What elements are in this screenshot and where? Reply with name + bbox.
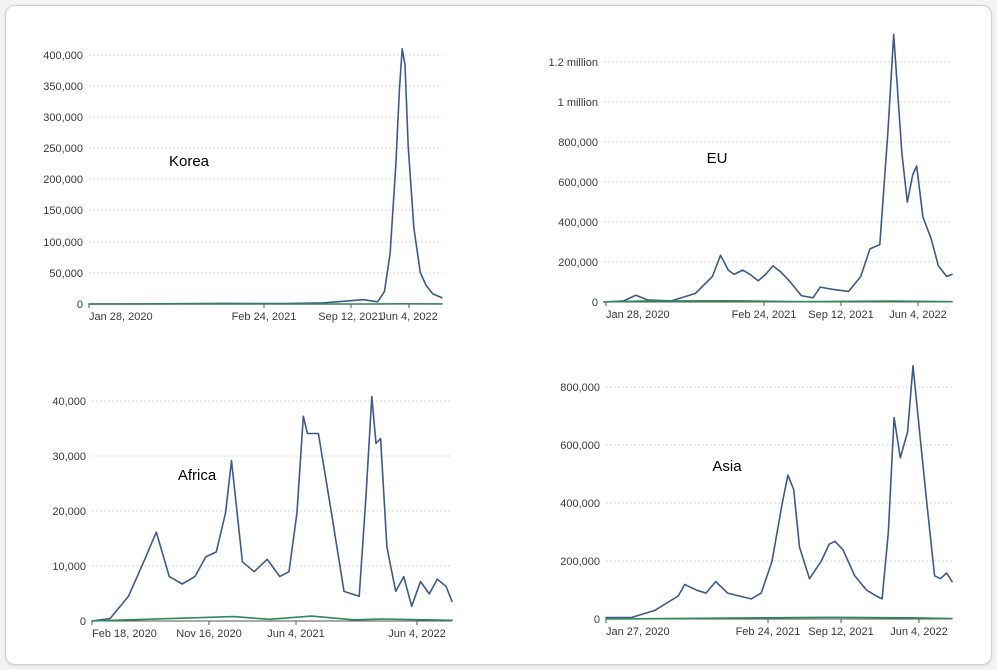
africa-y-tick-label: 10,000: [52, 561, 86, 573]
asia-x-tick-label: Feb 24, 2021: [736, 626, 801, 638]
africa-y-tick-label: 20,000: [52, 506, 86, 518]
eu-region-label: EU: [707, 150, 728, 167]
korea-x-tick-label: Jun 4, 2022: [380, 311, 438, 323]
africa-deaths-line: [91, 615, 453, 622]
eu-x-tick-label: Jun 4, 2022: [889, 309, 947, 321]
korea-region-label: Korea: [169, 153, 210, 170]
korea-y-tick-label: 150,000: [43, 205, 83, 217]
korea-y-tick-label: 0: [77, 299, 83, 311]
asia-x-tick-label: Jun 4, 2022: [890, 626, 948, 638]
asia-deaths-line: [605, 616, 953, 620]
eu-deaths-line: [603, 299, 953, 303]
africa-x-tick-label: Jun 4, 2021: [267, 628, 325, 640]
charts-canvas: 0 50,000 100,000 150,000 200,000 250,000 300,0…: [43, 33, 953, 640]
asia-y-tick-label: 0: [594, 614, 600, 626]
eu-y-tick-label: 800,000: [558, 137, 598, 149]
africa-x-tick-label: Nov 16, 2020: [176, 628, 241, 640]
korea-cases-line: [88, 48, 443, 305]
korea-x-tick-label: Feb 24, 2021: [232, 311, 297, 323]
korea-y-tick-label: 350,000: [43, 81, 83, 93]
asia-x-tick-label: Jan 27, 2020: [606, 626, 670, 638]
asia-y-tick-label: 400,000: [560, 498, 600, 510]
korea-x-tick-label: Sep 12, 2021: [318, 311, 383, 323]
asia-region-label: Asia: [712, 458, 742, 475]
africa-y-tick-label: 40,000: [52, 396, 86, 408]
korea-y-tick-label: 400,000: [43, 50, 83, 62]
korea-x-tick-label: Jan 28, 2020: [89, 311, 153, 323]
asia-y-tick-label: 800,000: [560, 382, 600, 394]
asia-y-tick-label: 200,000: [560, 556, 600, 568]
africa-y-tick-label: 30,000: [52, 451, 86, 463]
eu-x-tick-label: Feb 24, 2021: [732, 309, 797, 321]
korea-y-tick-label: 100,000: [43, 237, 83, 249]
eu-y-tick-label: 400,000: [558, 217, 598, 229]
korea-y-tick-label: 300,000: [43, 112, 83, 124]
asia-x-tick-label: Sep 12, 2021: [808, 626, 873, 638]
africa-x-tick-label: Jun 4, 2022: [388, 628, 446, 640]
chart-card: 0 50,000 100,000 150,000 200,000 250,000 300,0…: [5, 5, 992, 665]
eu-y-tick-label: 600,000: [558, 177, 598, 189]
korea-y-tick-label: 250,000: [43, 143, 83, 155]
korea-y-tick-label: 200,000: [43, 174, 83, 186]
eu-x-tick-label: Jan 28, 2020: [606, 309, 670, 321]
africa-cases-line: [91, 395, 453, 622]
africa-x-tick-label: Feb 18, 2020: [92, 628, 157, 640]
asia-cases-line: [605, 364, 953, 619]
korea-y-tick-label: 50,000: [49, 268, 83, 280]
africa-region-label: Africa: [178, 467, 217, 484]
eu-y-tick-label: 200,000: [558, 257, 598, 269]
eu-y-tick-label: 1.2 million: [548, 57, 598, 69]
eu-y-tick-label: 1 million: [558, 97, 598, 109]
asia-y-tick-label: 600,000: [560, 440, 600, 452]
eu-x-tick-label: Sep 12, 2021: [808, 309, 873, 321]
eu-cases-line: [603, 33, 953, 303]
africa-y-tick-label: 0: [80, 616, 86, 628]
eu-y-tick-label: 0: [592, 297, 598, 309]
